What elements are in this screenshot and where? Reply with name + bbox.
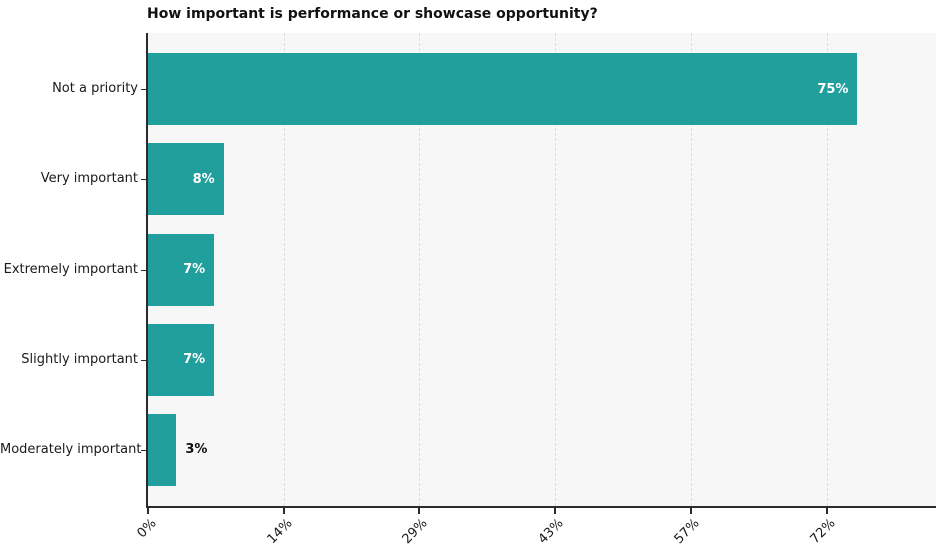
x-tick-mark xyxy=(825,508,828,514)
category-label: Slightly important xyxy=(21,351,138,367)
gridline xyxy=(826,33,828,506)
plot-area: 75% 8% 7% 7% 3% xyxy=(146,33,936,508)
x-tick-mark xyxy=(147,508,149,514)
bar-row: 7% xyxy=(148,323,936,396)
x-tick-label: 14% xyxy=(264,516,296,548)
gridline xyxy=(555,33,557,506)
bar-row: 3% xyxy=(148,413,936,486)
x-tick-label: 29% xyxy=(400,516,432,548)
bar: 75% xyxy=(148,53,858,126)
y-tick-mark xyxy=(141,269,147,271)
x-tick-mark xyxy=(554,508,557,514)
bar-value-label: 7% xyxy=(183,352,206,368)
gridline xyxy=(283,33,285,506)
category-label: Moderately important xyxy=(0,441,142,457)
bar-row: 8% xyxy=(148,143,936,216)
y-tick-mark xyxy=(141,449,147,451)
bar-row: 7% xyxy=(148,233,936,306)
bar: 7% xyxy=(148,233,215,306)
gridline xyxy=(419,33,421,506)
bar-value-label: 75% xyxy=(817,81,849,97)
x-tick-label: 0% xyxy=(134,516,160,542)
bar-row: 75% xyxy=(148,53,936,126)
y-tick-mark xyxy=(141,179,147,181)
bar-value-label: 8% xyxy=(192,171,215,187)
bar: 7% xyxy=(148,323,215,396)
y-tick-mark xyxy=(141,89,147,91)
category-label: Not a priority xyxy=(52,81,138,97)
bar-value-label: 3% xyxy=(185,442,208,458)
category-label: Extremely important xyxy=(3,261,138,277)
x-tick-mark xyxy=(689,508,692,514)
x-tick-label: 57% xyxy=(671,516,703,548)
bar: 8% xyxy=(148,143,224,216)
y-tick-mark xyxy=(141,359,147,361)
gridline xyxy=(690,33,692,506)
chart-title: How important is performance or showcase… xyxy=(147,6,598,22)
x-tick-mark xyxy=(282,508,285,514)
bar xyxy=(148,413,177,486)
x-tick-mark xyxy=(418,508,421,514)
x-tick-label: 72% xyxy=(807,516,839,548)
plot-inner: 75% 8% 7% 7% 3% xyxy=(148,33,936,506)
category-label: Very important xyxy=(40,171,138,187)
x-tick-label: 43% xyxy=(535,516,567,548)
bar-value-label: 7% xyxy=(183,262,206,277)
